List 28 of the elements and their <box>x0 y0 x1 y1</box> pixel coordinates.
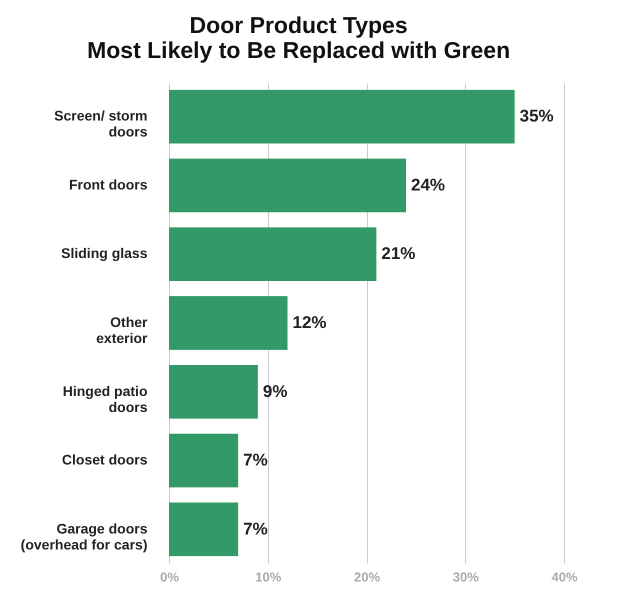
y-tick-label: Other exterior <box>96 314 148 346</box>
y-tick-label: Front doors <box>68 176 148 192</box>
data-label: 24% <box>411 175 446 194</box>
bar <box>169 90 515 144</box>
text: Door Product Types <box>190 12 408 38</box>
bar <box>169 434 238 488</box>
bar <box>169 364 258 419</box>
data-label: 7% <box>243 450 268 470</box>
data-label: 35% <box>520 106 554 126</box>
y-tick-label: Screen/ storm doors <box>54 108 148 140</box>
data-label: 12% <box>292 313 327 332</box>
bar <box>169 227 376 282</box>
x-tick-label: 10% <box>255 570 282 584</box>
x-tick-label: 0% <box>160 570 180 584</box>
y-tick-label: Garage doors (overhead for cars) <box>20 520 148 552</box>
text: Most Likely to Be Replaced with Green <box>87 37 510 63</box>
y-tick-label: Hinged patio doors <box>62 382 148 415</box>
x-tick-label: 20% <box>354 570 380 584</box>
y-tick-label: Closet doors <box>62 452 148 468</box>
data-label: 21% <box>381 244 416 264</box>
x-tick-label: 30% <box>452 570 480 584</box>
bar <box>169 296 288 350</box>
y-tick-label: Sliding glass <box>61 245 148 262</box>
bar <box>169 502 238 556</box>
data-label: 9% <box>262 382 288 401</box>
x-tick-label: 40% <box>551 570 578 584</box>
bar <box>169 158 406 212</box>
data-label: 7% <box>243 519 268 538</box>
